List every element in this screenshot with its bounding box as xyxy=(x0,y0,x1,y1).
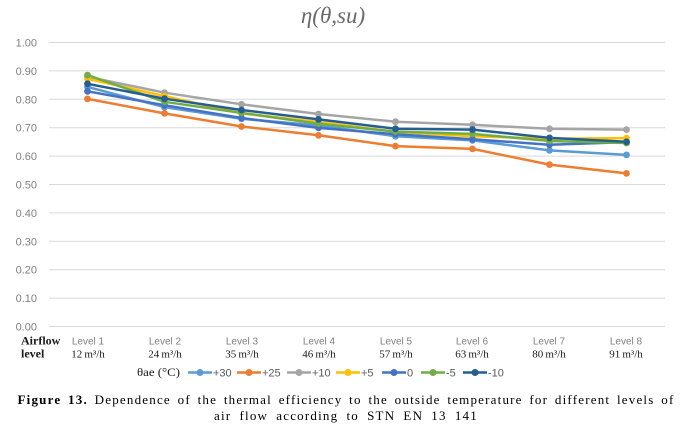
svg-text:-10: -10 xyxy=(488,368,504,380)
svg-text:Airflow: Airflow xyxy=(21,334,61,348)
svg-text:46 m³/h: 46 m³/h xyxy=(302,349,336,361)
svg-text:0.50: 0.50 xyxy=(16,180,37,192)
svg-text:0.90: 0.90 xyxy=(16,66,37,78)
svg-text:+10: +10 xyxy=(312,368,331,380)
svg-text:91 m³/h: 91 m³/h xyxy=(609,349,643,361)
svg-text:Level 6: Level 6 xyxy=(456,337,489,348)
svg-text:air flow according to STN EN 1: air flow according to STN EN 13 141 xyxy=(214,408,478,423)
svg-text:Level 3: Level 3 xyxy=(226,337,259,348)
svg-text:η(θ,su): η(θ,su) xyxy=(301,3,365,28)
svg-text:12 m³/h: 12 m³/h xyxy=(71,349,105,361)
svg-text:80 m³/h: 80 m³/h xyxy=(532,349,566,361)
svg-text:Level 8: Level 8 xyxy=(610,337,643,348)
svg-text:+5: +5 xyxy=(361,368,374,380)
svg-text:+30: +30 xyxy=(213,368,232,380)
svg-text:24 m³/h: 24 m³/h xyxy=(148,349,182,361)
svg-text:Level 1: Level 1 xyxy=(72,337,105,348)
svg-text:level: level xyxy=(21,347,45,361)
svg-text:0.00: 0.00 xyxy=(16,322,37,334)
svg-text:Level 5: Level 5 xyxy=(380,337,413,348)
svg-text:1.00: 1.00 xyxy=(16,38,37,50)
svg-text:-5: -5 xyxy=(446,368,456,380)
svg-text:θae (°C): θae (°C) xyxy=(137,367,180,379)
svg-text:+25: +25 xyxy=(262,368,281,380)
svg-text:0.10: 0.10 xyxy=(16,293,37,305)
svg-text:63 m³/h: 63 m³/h xyxy=(455,349,489,361)
svg-text:0.40: 0.40 xyxy=(16,208,37,220)
svg-text:Figure 13. Dependence of the t: Figure 13. Dependence of the thermal eff… xyxy=(18,392,675,407)
svg-text:0.70: 0.70 xyxy=(16,123,37,135)
svg-text:0: 0 xyxy=(407,368,413,380)
svg-text:35 m³/h: 35 m³/h xyxy=(225,349,259,361)
svg-text:Level 7: Level 7 xyxy=(533,337,566,348)
svg-text:0.20: 0.20 xyxy=(16,265,37,277)
svg-text:Level 4: Level 4 xyxy=(303,337,336,348)
svg-text:0.80: 0.80 xyxy=(16,94,37,106)
svg-text:0.30: 0.30 xyxy=(16,236,37,248)
svg-text:0.60: 0.60 xyxy=(16,151,37,163)
svg-text:Level 2: Level 2 xyxy=(149,337,182,348)
svg-text:57 m³/h: 57 m³/h xyxy=(379,349,413,361)
